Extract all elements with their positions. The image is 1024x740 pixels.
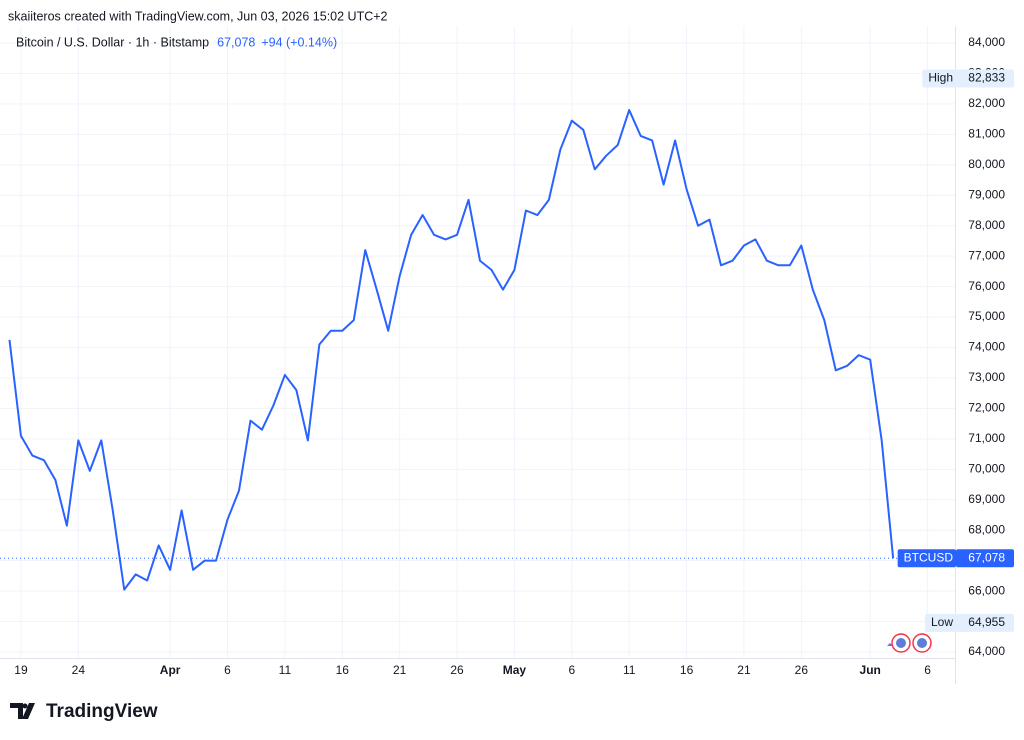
event-icons — [887, 633, 932, 653]
x-tick-label: Jun — [860, 663, 881, 677]
x-tick-label: 26 — [450, 663, 464, 677]
x-tick-label: May — [503, 663, 527, 677]
x-tick-label: 21 — [393, 663, 407, 677]
tag-value-box — [956, 69, 1014, 88]
tag-value-box — [956, 613, 1014, 632]
high-tag: High 82,833 — [922, 69, 1014, 88]
tag-name: Low — [931, 615, 953, 629]
x-tick-label: 6 — [924, 663, 931, 677]
tag-name-box — [897, 549, 956, 568]
y-tick-label: 77,000 — [968, 248, 1005, 262]
x-tick-label: 19 — [14, 663, 28, 677]
y-tick-label: 71,000 — [968, 431, 1005, 445]
x-tick-label: 11 — [279, 663, 292, 677]
x-tick-label: 11 — [623, 663, 636, 677]
tag-value-box — [956, 549, 1014, 568]
x-tick-label: 16 — [680, 663, 694, 677]
y-tick-label: 82,000 — [968, 96, 1005, 110]
low-tag: Low 64,955 — [924, 613, 1014, 632]
symbol: Bitcoin / U.S. Dollar · 1h · Bitstamp — [16, 35, 209, 49]
x-tick-label: 6 — [224, 663, 231, 677]
y-tick-label: 64,000 — [968, 644, 1005, 658]
plot — [0, 109, 955, 591]
logo — [10, 703, 35, 719]
y-tick-label: 73,000 — [968, 370, 1005, 384]
labels: 64,00065,00066,00067,00068,00069,00070,0… — [14, 35, 1014, 677]
brand: TradingView — [46, 701, 158, 722]
tag-value: 67,078 — [968, 550, 1005, 564]
grid — [0, 26, 955, 658]
x-tick-label: 6 — [568, 663, 575, 677]
tag-name: High — [928, 71, 953, 85]
y-tick-label: 81,000 — [968, 127, 1005, 141]
y-tick-label: 66,000 — [968, 583, 1005, 597]
x-tick-label: 24 — [72, 663, 86, 677]
y-tick-label: 78,000 — [968, 218, 1005, 232]
y-tick-label: 84,000 — [968, 35, 1005, 49]
x-tick-label: 16 — [336, 663, 350, 677]
last_price-tag: BTCUSD 67,078 — [897, 549, 1014, 568]
x-tick-label: 26 — [795, 663, 809, 677]
legend-change: +94 (+0.14%) — [261, 35, 337, 49]
y-tick-label: 79,000 — [968, 187, 1005, 201]
tag-value: 82,833 — [968, 71, 1005, 85]
tag-name-box — [922, 69, 956, 88]
tag-value: 64,955 — [968, 615, 1005, 629]
y-tick-label: 69,000 — [968, 492, 1005, 506]
y-tick-label: 72,000 — [968, 401, 1005, 415]
tag-name-box — [924, 613, 956, 632]
credit: skaiiteros created with TradingView.com,… — [8, 9, 388, 23]
legend-price: 67,078 — [217, 35, 255, 49]
y-tick-label: 80,000 — [968, 157, 1005, 171]
tag-name: BTCUSD — [904, 550, 954, 564]
y-tick-label: 74,000 — [968, 340, 1005, 354]
y-tick-label: 68,000 — [968, 522, 1005, 536]
x-tick-label: 21 — [737, 663, 751, 677]
y-tick-label: 70,000 — [968, 461, 1005, 475]
price-line — [8, 109, 895, 591]
y-tick-label: 76,000 — [968, 279, 1005, 293]
y-tick-label: 75,000 — [968, 309, 1005, 323]
x-tick-label: Apr — [160, 663, 181, 677]
